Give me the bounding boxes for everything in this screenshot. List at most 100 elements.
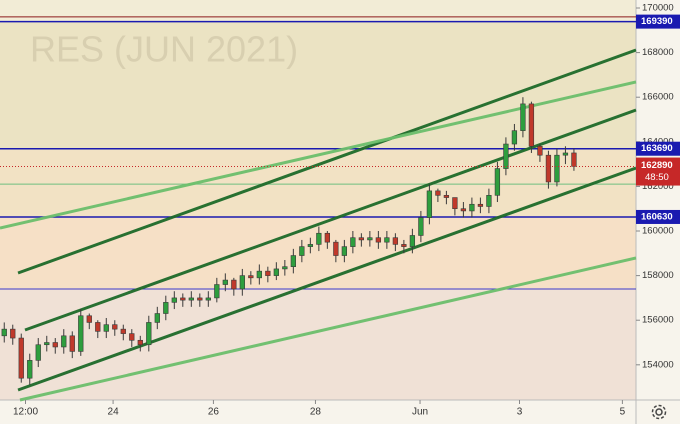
- candle-body: [205, 297, 211, 301]
- candle-body: [290, 255, 296, 267]
- candle-body: [375, 237, 382, 243]
- candle-body: [95, 322, 101, 332]
- level-label: 169390: [641, 16, 673, 27]
- candle-body: [350, 237, 356, 247]
- candle-body: [460, 208, 467, 212]
- candle-body: [35, 344, 41, 361]
- candle-body: [554, 154, 560, 183]
- candle-body: [103, 324, 109, 332]
- candle-body: [273, 268, 279, 276]
- candle-body: [299, 246, 305, 256]
- candle-body: [367, 237, 373, 241]
- candle-body: [146, 322, 152, 346]
- x-tick-label: 28: [310, 407, 322, 418]
- candle-body: [256, 270, 262, 279]
- candle-body: [61, 335, 67, 348]
- candle-body: [18, 337, 24, 379]
- candle-body: [537, 145, 543, 156]
- candle-body: [494, 168, 501, 196]
- candle-body: [52, 342, 58, 348]
- settings-icon[interactable]: [651, 404, 667, 420]
- candle-body: [435, 190, 441, 196]
- candle-body: [282, 266, 288, 270]
- candle-body: [452, 197, 458, 210]
- candle-body: [511, 130, 518, 145]
- candle-body: [137, 339, 143, 346]
- zone: [0, 218, 636, 290]
- level-label-box: [636, 14, 680, 29]
- candle-body: [188, 297, 194, 301]
- y-tick-label: 158000: [642, 270, 674, 281]
- countdown-label: 48:50: [645, 172, 669, 183]
- candle-body: [231, 279, 237, 290]
- candle-body: [392, 237, 399, 245]
- candle-body: [401, 244, 407, 247]
- candle-body: [333, 241, 339, 256]
- x-tick-label: 24: [108, 407, 120, 418]
- candle-body: [1, 328, 7, 337]
- y-tick-label: 168000: [642, 47, 674, 58]
- y-tick-label: 170000: [642, 3, 674, 14]
- candle-body: [316, 232, 322, 245]
- trend-line: [17, 166, 637, 392]
- candle-body: [27, 360, 33, 379]
- candle-body: [562, 152, 569, 156]
- candle-body: [545, 154, 552, 183]
- candle-body: [341, 246, 347, 256]
- candle-body: [248, 275, 254, 279]
- candle-body: [69, 335, 75, 352]
- candle-body: [78, 315, 84, 352]
- candle-body: [265, 270, 271, 276]
- candle-body: [239, 275, 245, 290]
- y-tick-label: 154000: [642, 359, 674, 370]
- candle-body: [520, 103, 526, 131]
- level-label: 163690: [641, 143, 673, 154]
- candle-body: [120, 328, 126, 334]
- candle-body: [443, 195, 450, 198]
- zone: [0, 0, 636, 22]
- candle-body: [222, 279, 228, 285]
- level-label: 160630: [641, 211, 673, 222]
- candle-body: [426, 190, 433, 218]
- candle-body: [409, 235, 416, 247]
- candle-body: [503, 143, 509, 169]
- candle-body: [477, 203, 484, 207]
- time-axis: [0, 400, 636, 424]
- candle-body: [154, 313, 160, 323]
- current-price-box: [636, 157, 680, 186]
- candle-body: [324, 232, 330, 243]
- level-label-box: [636, 141, 680, 156]
- candle-body: [86, 315, 92, 323]
- y-tick-label: 166000: [642, 92, 674, 103]
- current-price-label: 162890: [641, 160, 673, 171]
- x-tick-label: 5: [620, 407, 626, 418]
- candle-body: [129, 333, 135, 341]
- candle-body: [486, 195, 492, 207]
- y-tick-label: 156000: [642, 315, 674, 326]
- level-label-box: [636, 209, 680, 224]
- trend-line: [19, 256, 637, 402]
- candle-body: [10, 328, 16, 339]
- candle-body: [307, 244, 313, 247]
- y-tick-label: 160000: [642, 226, 674, 237]
- candle-body: [112, 324, 118, 330]
- candle-body: [44, 342, 50, 346]
- candle-body: [171, 297, 177, 303]
- candle-body: [358, 237, 365, 241]
- candle-body: [197, 297, 203, 301]
- trend-line: [24, 108, 637, 332]
- candle-body: [469, 203, 475, 212]
- x-tick-label: 3: [517, 407, 523, 418]
- candle-body: [528, 103, 535, 147]
- candle-body: [384, 237, 390, 243]
- candle-body: [163, 302, 169, 314]
- x-tick-label: 12:00: [13, 407, 38, 418]
- x-tick-label: 26: [208, 407, 220, 418]
- candle-body: [214, 284, 220, 299]
- x-tick-label: Jun: [412, 407, 428, 418]
- y-tick-label: 162000: [642, 181, 674, 192]
- candle-body: [180, 297, 186, 301]
- trend-line: [17, 48, 637, 275]
- candle-body: [418, 217, 424, 236]
